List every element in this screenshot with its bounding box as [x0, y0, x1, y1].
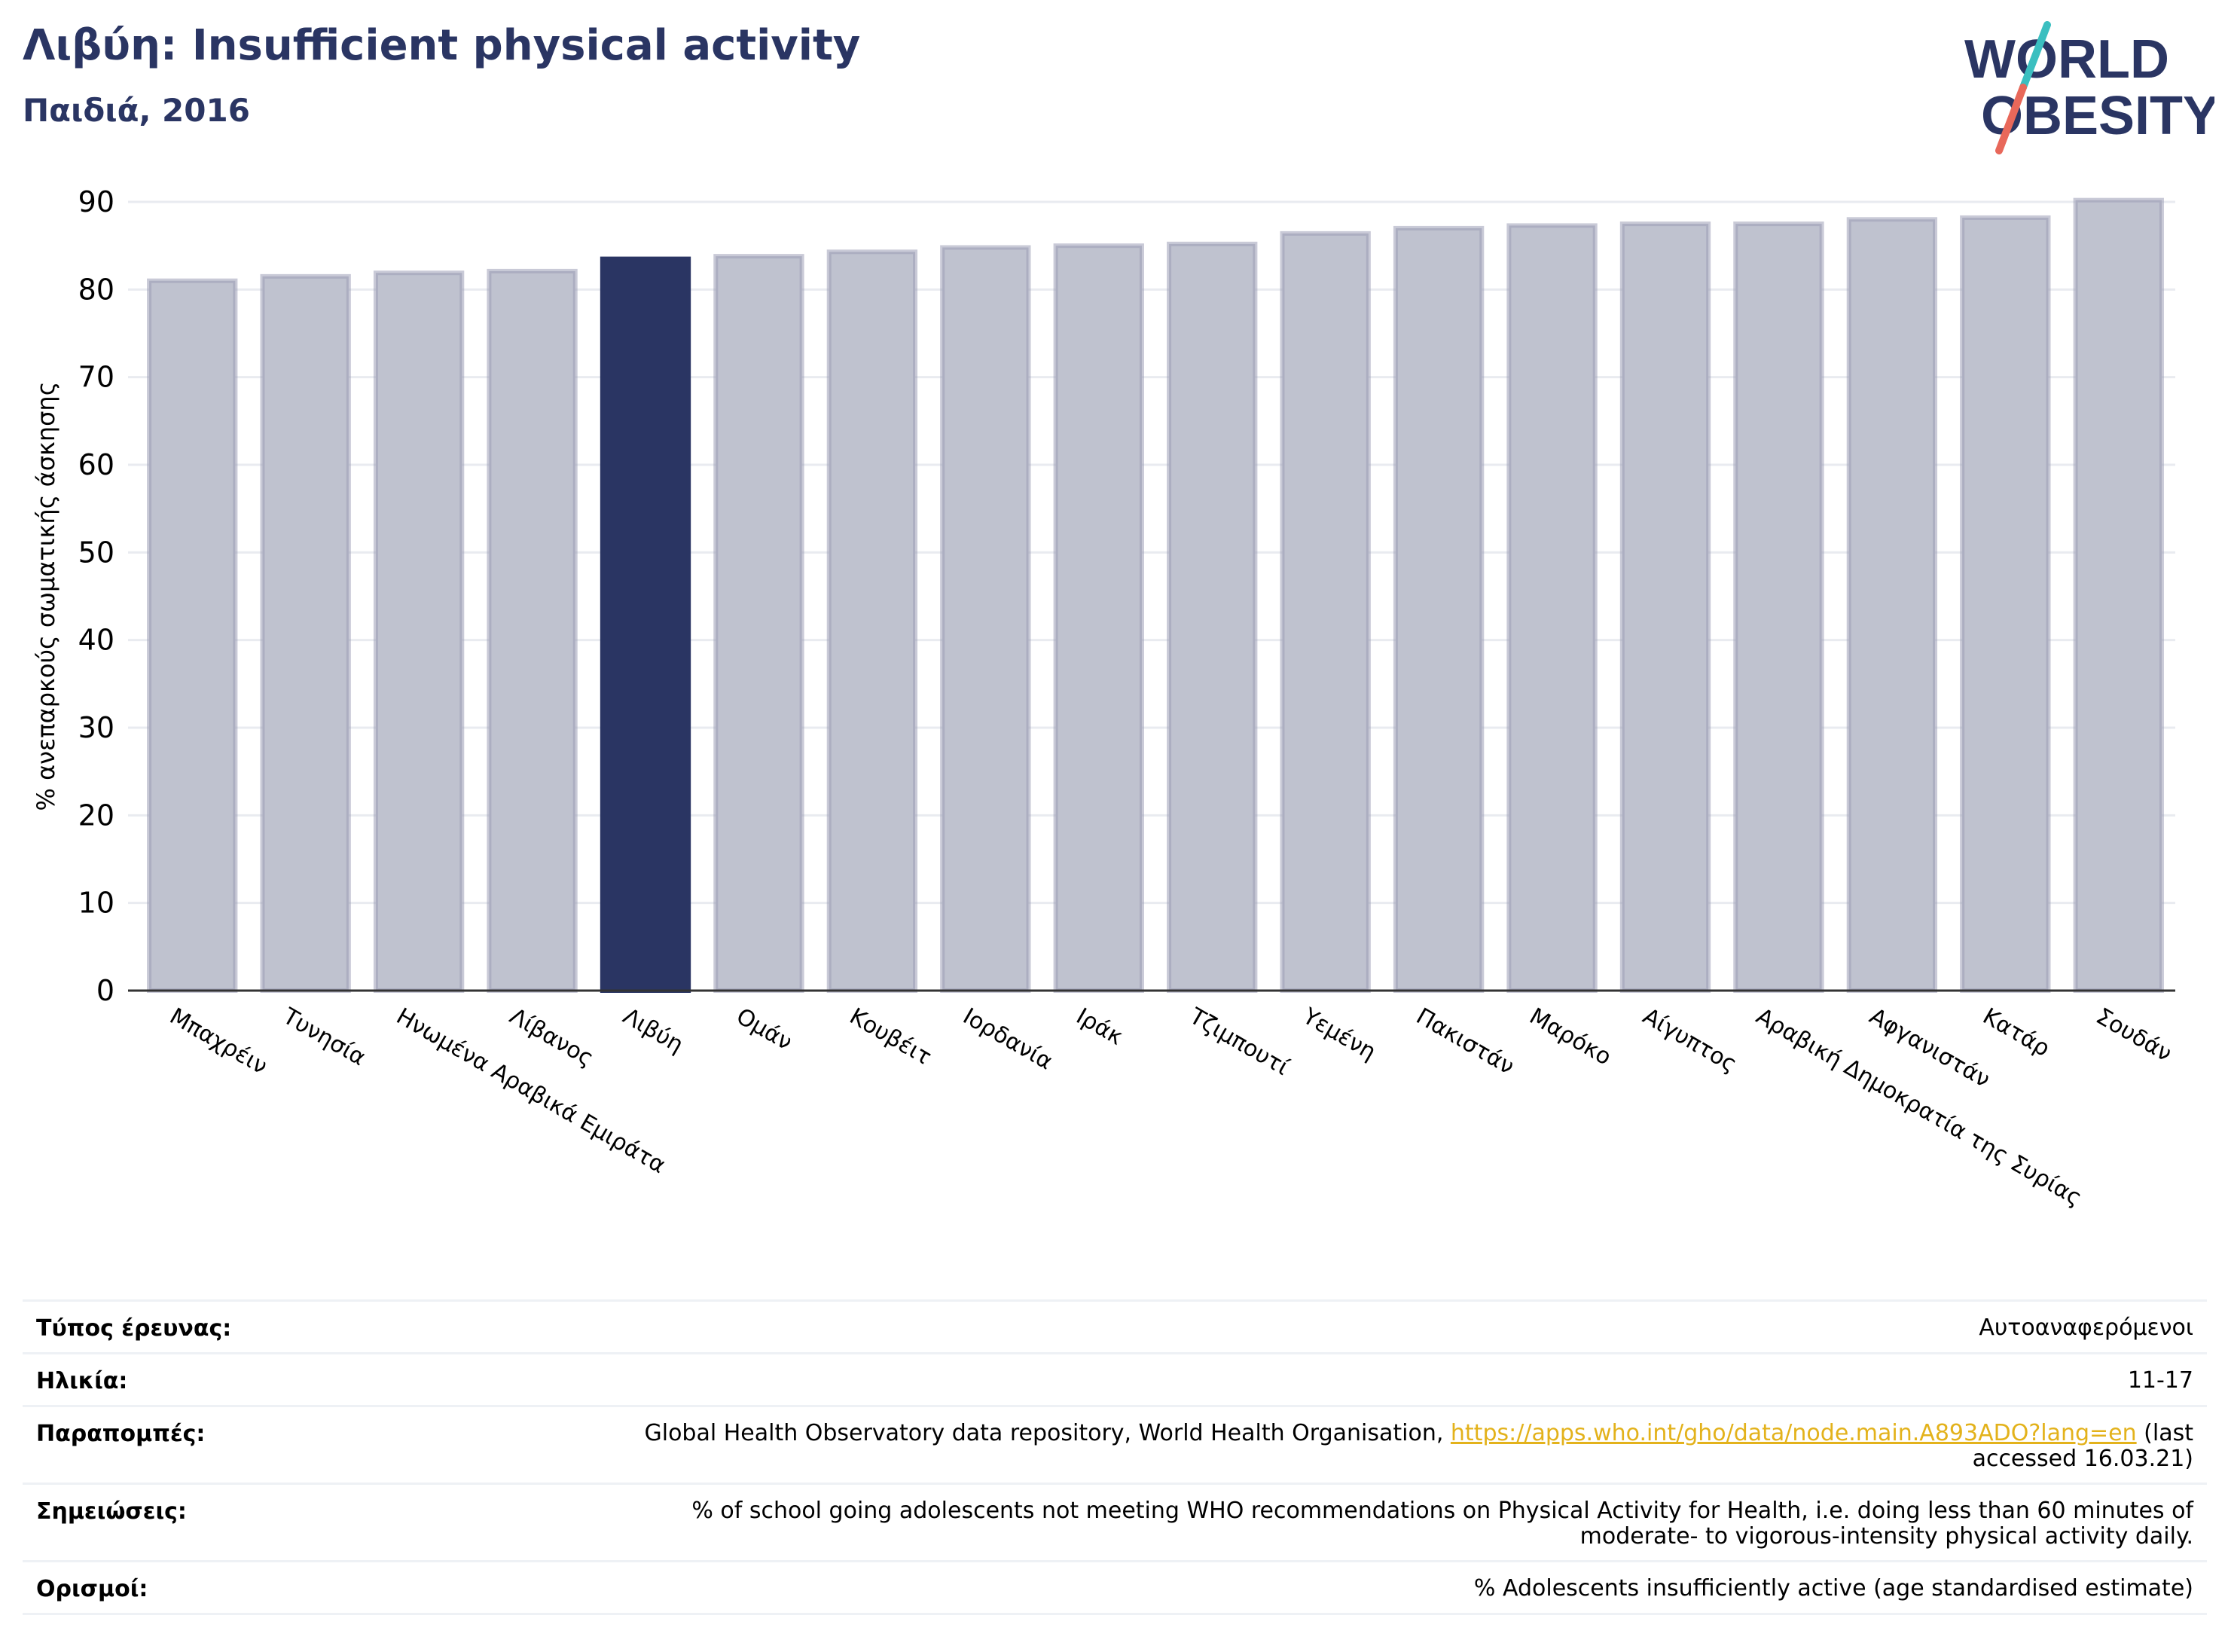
- meta-label: Ηλικία:: [36, 1368, 128, 1394]
- x-tick-label: Κατάρ: [1978, 1003, 2054, 1062]
- y-tick-label: 50: [78, 536, 114, 569]
- meta-value: Global Health Observatory data repositor…: [644, 1420, 2193, 1472]
- y-tick-label: 30: [78, 711, 114, 744]
- meta-row: Ορισμοί: % Adolescents insufficiently act…: [23, 1560, 2207, 1615]
- meta-value: % Adolescents insufficiently active (age…: [1473, 1575, 2193, 1602]
- x-tick-label: Ιράκ: [1072, 1003, 1128, 1051]
- bar: [487, 268, 578, 993]
- x-tick-label: Υεμένη: [1298, 1003, 1381, 1066]
- bar: [1053, 243, 1144, 993]
- x-tick-label: Λιβύη: [618, 1003, 688, 1058]
- y-tick-label: 80: [78, 273, 114, 306]
- y-tick-label: 40: [78, 624, 114, 657]
- bar: [1506, 223, 1598, 994]
- reference-link[interactable]: https://apps.who.int/gho/data/node.main.…: [1450, 1420, 2137, 1446]
- bar: [826, 249, 918, 993]
- meta-value: Αυτοαναφερόμενοι: [1979, 1315, 2193, 1341]
- bar: [940, 245, 1031, 993]
- y-tick-label: 90: [78, 185, 114, 218]
- world-obesity-logo: WORLD OBESITY: [1964, 21, 2214, 154]
- x-tick-label: Ομάν: [731, 1003, 796, 1056]
- meta-row: Τύπος έρευνας: Αυτοαναφερόμενοι: [23, 1299, 2207, 1352]
- bar: [713, 254, 804, 994]
- bar: [1846, 217, 1938, 993]
- logo-slash-coral: [1995, 84, 2027, 154]
- bar: [600, 256, 691, 994]
- bar: [147, 278, 238, 993]
- x-tick-label: Πακιστάν: [1412, 1003, 1518, 1080]
- y-tick-label: 0: [96, 974, 114, 1007]
- x-tick-label: Αίγυπτος: [1638, 1003, 1741, 1078]
- logo-slash-teal: [2019, 21, 2051, 91]
- bar: [1733, 221, 1824, 994]
- x-tick-label: Σουδάν: [2092, 1003, 2176, 1067]
- bars: [147, 197, 2164, 994]
- x-tick-label: Λίβανος: [505, 1003, 598, 1072]
- y-tick-label: 20: [78, 799, 114, 832]
- meta-value: 11-17: [2127, 1367, 2193, 1394]
- x-tick-label: Τυνησία: [278, 1003, 371, 1071]
- bar: [373, 270, 465, 994]
- bar: [2073, 197, 2164, 993]
- x-tick-label: Μαρόκο: [1525, 1003, 1616, 1071]
- y-axis-label: % ανεπαρκούς σωματικής άσκησης: [32, 382, 60, 811]
- grid-lines: [128, 200, 2175, 905]
- bar: [1393, 225, 1485, 993]
- meta-row: Παραπομπές: Global Health Observatory dat…: [23, 1405, 2207, 1483]
- meta-label: Παραπομπές:: [36, 1421, 206, 1447]
- y-tick-label: 10: [78, 887, 114, 920]
- meta-value: % of school going adolescents not meetin…: [691, 1498, 2193, 1550]
- x-tick-label: Μπαχρέιν: [165, 1003, 272, 1080]
- y-tick-label: 70: [78, 361, 114, 394]
- y-tick-label: 60: [78, 448, 114, 481]
- metadata-table: Τύπος έρευνας: Αυτοαναφερόμενοι Ηλικία: 11-…: [23, 1299, 2207, 1615]
- x-tick-label: Τζιμπουτί: [1184, 1003, 1293, 1081]
- x-tick-label: Ιορδανία: [958, 1003, 1057, 1076]
- meta-label: Ορισμοί:: [36, 1576, 148, 1602]
- meta-label: Τύπος έρευνας:: [36, 1315, 232, 1342]
- x-tick-label: Κουβέιτ: [845, 1003, 936, 1071]
- page-subtitle: Παιδιά, 2016: [23, 92, 250, 129]
- bar: [1280, 231, 1371, 993]
- page-title: Λιβύη: Insufficient physical activity: [23, 21, 861, 70]
- meta-row: Σημειώσεις: % of school going adolescents…: [23, 1483, 2207, 1560]
- bar: [1960, 215, 2051, 994]
- bar: [1167, 241, 1258, 993]
- bar: [260, 273, 351, 993]
- bar: [1619, 221, 1711, 994]
- logo-line1: WORLD: [1964, 29, 2169, 90]
- meta-label: Σημειώσεις:: [36, 1498, 187, 1525]
- meta-row: Ηλικία: 11-17: [23, 1352, 2207, 1405]
